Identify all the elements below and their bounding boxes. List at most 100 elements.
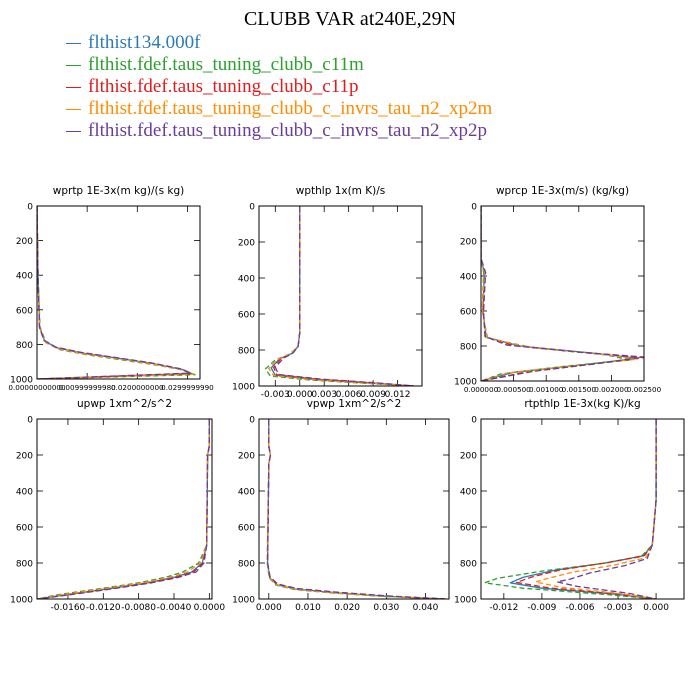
x-tick-label: 0.0299999990 [161, 383, 214, 392]
series-group [266, 419, 446, 599]
y-tick-label: 200 [460, 238, 477, 248]
x-tick-label: 0.010 [295, 603, 321, 613]
y-tick-label: 800 [16, 341, 33, 351]
series-line [270, 206, 414, 386]
y-tick-label: 0 [471, 203, 477, 213]
series-line [534, 419, 657, 599]
x-tick-label: -0.009 [527, 603, 556, 613]
y-tick-label: 1000 [232, 383, 255, 393]
panel-2: wpthlp 1x(m K)/s02004006008001000-0.0030… [232, 185, 423, 400]
series-line [481, 206, 644, 381]
series-line [37, 206, 194, 379]
panel-3: wprcp 1E-3x(m/s) (kg/kg) 0 200 400 600 800 100… [454, 185, 661, 394]
panel-title: upwp 1xm^2/s^2 [77, 398, 172, 410]
y-tick-label: 200 [238, 452, 255, 462]
y-tick-label: 600 [238, 311, 255, 321]
legend-item: flthist134.000f [66, 32, 492, 54]
panel-title: wprcp 1E-3x(m/s) (kg/kg) [496, 185, 629, 197]
y-tick-label: 1000 [232, 596, 255, 606]
y-tick-label: 0 [27, 416, 33, 426]
plot-frame [36, 418, 213, 600]
x-tick-label: 0.001000 [529, 385, 564, 394]
x-tick-label: 0.00999999980 [59, 383, 117, 392]
y-tick-label: 0 [471, 416, 477, 426]
legend-swatch [66, 108, 81, 110]
y-tick-label: 200 [460, 452, 477, 462]
page-title: CLUBB VAR at240E,29N [243, 8, 457, 30]
plot-frame [258, 205, 423, 387]
y-tick-label: 400 [16, 272, 33, 282]
y-tick-label: 200 [16, 452, 33, 462]
legend-item: flthist.fdef.taus_tuning_clubb_c_invrs_t… [66, 120, 492, 142]
panel-title: rtpthlp 1E-3x(kg K)/kg [524, 398, 640, 410]
y-tick-label: 0 [249, 203, 255, 213]
panel-6: rtpthlp 1E-3x(kg K)/kg 0 200 400 600 800 1000 -… [454, 398, 685, 613]
series-line [266, 419, 446, 599]
series-line [266, 419, 446, 599]
y-tick-label: 400 [238, 488, 255, 498]
series-group [37, 419, 210, 599]
y-tick-label: 800 [16, 560, 33, 570]
legend-swatch [66, 86, 81, 88]
y-tick-label: 800 [238, 560, 255, 570]
x-tick-label: 0.000 [287, 390, 313, 400]
legend-swatch [66, 42, 81, 44]
series-line [264, 206, 414, 386]
legend-label: flthist134.000f [88, 32, 201, 53]
y-tick-label: 1000 [10, 376, 33, 386]
series-group [264, 206, 414, 386]
series-line [37, 419, 210, 599]
series-line [268, 206, 414, 386]
legend-label: flthist.fdef.taus_tuning_clubb_c11p [88, 76, 359, 97]
x-tick-label: 0.000000 [464, 385, 499, 394]
series-line [509, 419, 657, 599]
x-tick-label: 0.000500 [496, 385, 531, 394]
panel-title: wpthlp 1x(m K)/s [296, 185, 386, 197]
plot-frame [480, 205, 645, 382]
y-tick-label: 0 [27, 203, 33, 213]
legend-item: flthist.fdef.taus_tuning_clubb_c11p [66, 76, 492, 98]
series-line [37, 206, 196, 379]
series-line [266, 419, 446, 599]
series-group [481, 206, 644, 381]
y-tick-label: 1000 [10, 596, 33, 606]
x-tick-label: 0.002500 [627, 385, 662, 394]
plot-frame [258, 418, 450, 600]
x-tick-label: 0.0000 [194, 603, 226, 613]
panel-title: wprtp 1E-3x(m kg)/(s kg) [53, 185, 184, 197]
series-group [37, 206, 196, 379]
x-tick-label: 0.009 [360, 390, 386, 400]
series-line [556, 419, 657, 599]
x-tick-label: 0.000 [256, 603, 282, 613]
x-tick-label: 0.006 [336, 390, 362, 400]
y-tick-label: 400 [460, 273, 477, 283]
x-tick-label: 0.012 [385, 390, 411, 400]
x-tick-label: -0.0080 [121, 603, 156, 613]
x-tick-label: -0.0120 [86, 603, 121, 613]
legend-label: flthist.fdef.taus_tuning_clubb_c11m [88, 54, 364, 75]
x-tick-label: -0.012 [489, 603, 518, 613]
series-line [274, 206, 414, 386]
x-tick-label: -0.003 [261, 390, 290, 400]
series-line [37, 419, 210, 599]
legend-label: flthist.fdef.taus_tuning_clubb_c_invrs_t… [88, 120, 487, 141]
y-tick-label: 600 [460, 524, 477, 534]
series-line [37, 419, 210, 599]
x-tick-label: 0.001500 [562, 385, 597, 394]
series-line [266, 419, 446, 599]
x-tick-label: -0.003 [604, 603, 633, 613]
y-tick-label: 1000 [454, 378, 477, 388]
x-tick-label: 0.003 [311, 390, 337, 400]
x-tick-label: 0.002000 [594, 385, 629, 394]
y-tick-label: 400 [238, 275, 255, 285]
x-tick-label: 0.020 [334, 603, 360, 613]
legend-label: flthist.fdef.taus_tuning_clubb_c_invrs_t… [88, 98, 493, 119]
x-tick-label: 0.040 [413, 603, 439, 613]
legend-swatch [66, 64, 81, 66]
y-tick-label: 600 [460, 308, 477, 318]
y-tick-label: 800 [460, 560, 477, 570]
x-tick-label: 0.00000000000 [8, 383, 66, 392]
y-tick-label: 200 [238, 239, 255, 249]
y-tick-label: 600 [238, 524, 255, 534]
